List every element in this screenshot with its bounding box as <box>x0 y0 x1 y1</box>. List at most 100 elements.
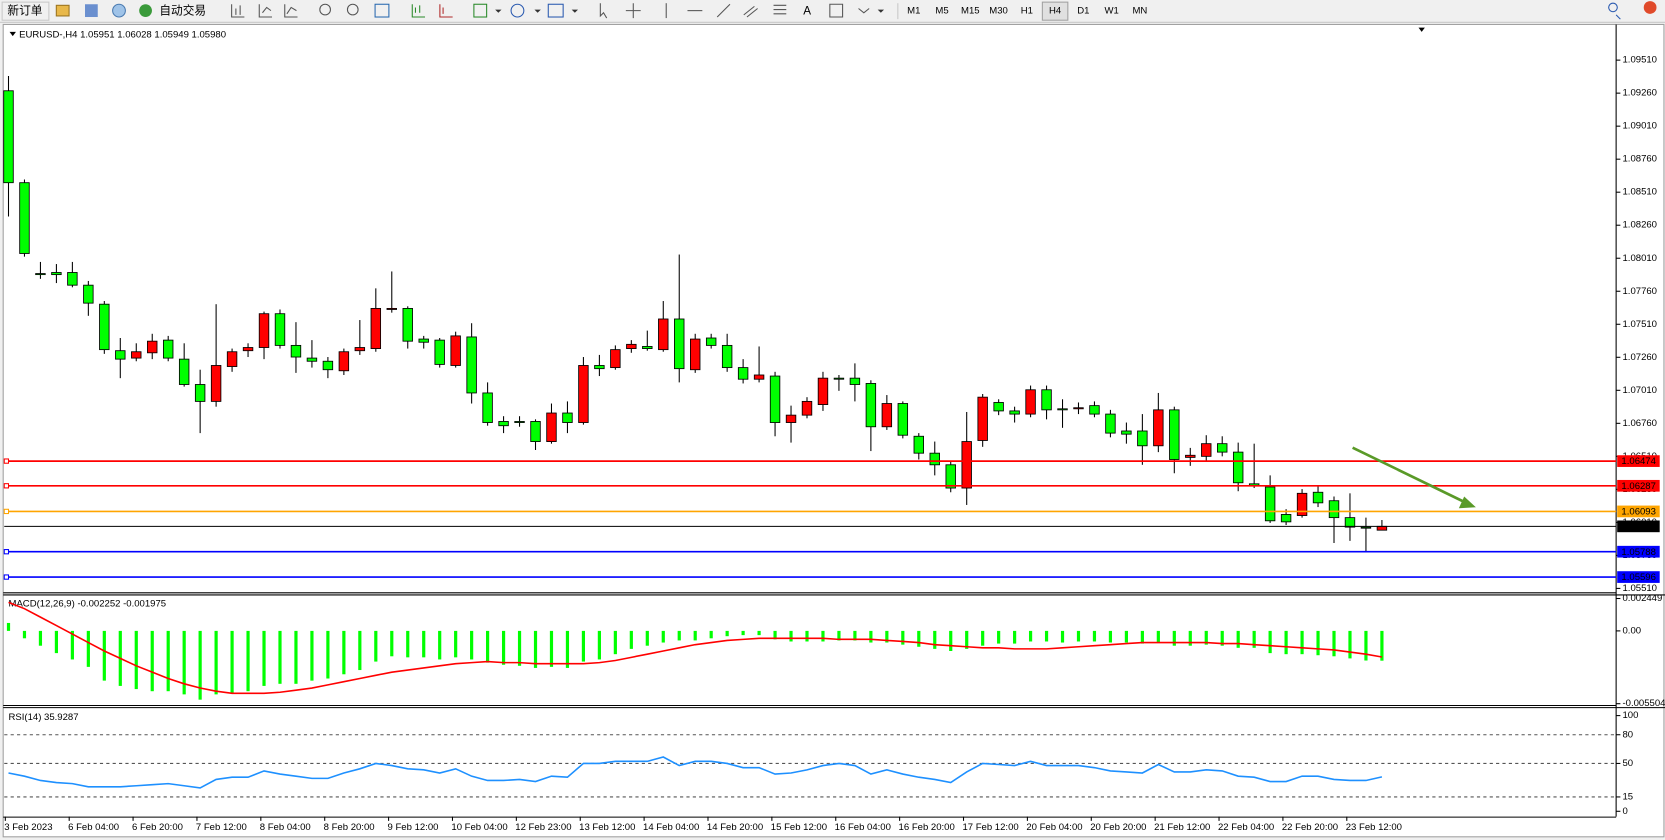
icon[interactable] <box>374 3 390 18</box>
macd-bar <box>629 630 633 649</box>
search-icon[interactable] <box>1608 2 1621 20</box>
chart-shift-marker[interactable] <box>1418 27 1425 32</box>
icon[interactable] <box>473 3 488 18</box>
macd-bar <box>342 630 346 675</box>
plot: EURUSD-,H4 1.05951 1.06028 1.05949 1.059… <box>3 30 1665 833</box>
candle-body <box>386 307 397 310</box>
crosshair-icon[interactable] <box>625 3 641 19</box>
icon[interactable] <box>411 4 426 18</box>
arrow-annotation <box>1352 446 1476 509</box>
macd-bar <box>917 630 921 647</box>
price-level-label: 1.05788 <box>1621 547 1656 558</box>
icon[interactable] <box>85 4 98 18</box>
candle-body <box>258 313 270 348</box>
macd-bar <box>1252 630 1256 648</box>
macd-bar <box>486 630 490 663</box>
cursor-icon[interactable] <box>599 3 608 19</box>
candle-body <box>290 344 302 358</box>
macd-bar <box>198 630 202 700</box>
icon[interactable] <box>319 3 331 16</box>
macd-bar <box>22 630 27 639</box>
icon[interactable] <box>284 4 298 18</box>
macd-bar <box>901 630 905 645</box>
label-icon[interactable] <box>829 3 844 18</box>
macd-bar <box>182 630 186 695</box>
candle-body <box>147 340 158 354</box>
macd-bar <box>1188 630 1192 646</box>
candle-body <box>1121 430 1132 435</box>
x-tick-label: 13 Feb 12:00 <box>579 822 635 833</box>
chart-window <box>2 23 1665 838</box>
timeframe-button[interactable]: H4 <box>1049 6 1062 17</box>
macd-bar <box>230 630 234 694</box>
candle-body <box>1344 517 1356 528</box>
timeframe-button[interactable]: MN <box>1132 6 1147 17</box>
auto-trading-icon[interactable] <box>139 4 152 18</box>
macd-bar <box>837 630 841 641</box>
icon[interactable] <box>510 3 525 18</box>
candle-body <box>705 337 717 346</box>
arrows-icon[interactable] <box>858 8 870 14</box>
candle-body <box>1137 430 1148 447</box>
new-order-button[interactable] <box>1 1 50 21</box>
price-level-label: 1.06287 <box>1621 481 1656 492</box>
macd-bar <box>949 630 953 651</box>
candle-body <box>1296 492 1308 516</box>
macd-bar <box>741 630 745 636</box>
icon[interactable] <box>112 3 126 18</box>
notification-badge[interactable] <box>1643 1 1657 14</box>
auto-trading-label[interactable]: 自动交易 <box>159 3 206 17</box>
macd-bar <box>565 630 570 668</box>
timeframe-button[interactable]: D1 <box>1077 6 1089 17</box>
timeframe-button[interactable]: M1 <box>907 6 920 17</box>
channel-icon[interactable] <box>743 5 758 18</box>
fibo-icon[interactable] <box>773 4 787 15</box>
timeframe-button[interactable]: M30 <box>989 6 1008 17</box>
timeframe-button[interactable]: M15 <box>961 6 980 17</box>
toolbar-icons[interactable] <box>231 3 870 19</box>
icon[interactable] <box>547 3 564 18</box>
icon[interactable] <box>439 4 453 18</box>
candle-body <box>322 360 334 371</box>
candle-body <box>1009 410 1020 415</box>
y-tick-label: 1.07260 <box>1622 352 1657 363</box>
candle-body <box>1217 443 1228 453</box>
candle-body <box>19 182 30 254</box>
macd-bar <box>38 630 43 646</box>
y-tick-label: 1.06760 <box>1622 418 1657 429</box>
symbol-menu-arrow[interactable] <box>9 31 16 37</box>
y-tick-label: 0.002449 <box>1622 593 1662 604</box>
x-tick-label: 3 Feb 2023 <box>4 822 52 833</box>
timeframe-button[interactable]: M5 <box>935 6 948 17</box>
y-tick-label: 1.07510 <box>1622 319 1657 330</box>
candle-body <box>115 350 126 360</box>
icon[interactable] <box>258 4 273 18</box>
price-level-label: 1.05596 <box>1621 572 1656 583</box>
candle-body <box>674 318 685 370</box>
macd-bar <box>102 630 106 681</box>
candle-body <box>1376 525 1388 531</box>
candle-body <box>466 336 477 394</box>
macd-bar <box>677 630 681 641</box>
icon[interactable] <box>346 3 359 16</box>
macd-bar <box>246 630 250 692</box>
y-tick-label: 100 <box>1622 710 1638 721</box>
icon[interactable] <box>231 4 245 18</box>
candle-body <box>99 303 110 351</box>
new-order-label[interactable]: 新订单 <box>7 3 42 17</box>
icon[interactable] <box>55 4 70 17</box>
level-handle <box>3 574 10 580</box>
trendline-icon[interactable] <box>716 3 731 18</box>
macd-bar <box>613 630 617 655</box>
timeframe-button[interactable]: H1 <box>1021 6 1033 17</box>
timeframe-button[interactable]: W1 <box>1104 6 1118 17</box>
x-tick-label: 23 Feb 12:00 <box>1346 822 1402 833</box>
candle-body <box>1360 526 1372 529</box>
x-tick-label: 14 Feb 20:00 <box>707 822 763 833</box>
text-tool[interactable]: A <box>803 4 811 17</box>
candle-body <box>1105 413 1116 434</box>
candle-body <box>993 402 1004 412</box>
macd-bar <box>885 630 889 643</box>
